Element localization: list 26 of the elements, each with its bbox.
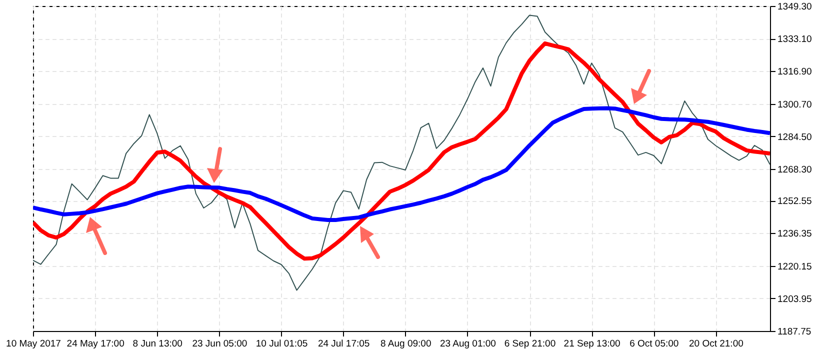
x-tick-label: 8 Jun 13:00 bbox=[132, 338, 182, 350]
x-tick-label: 10 Jul 01:05 bbox=[256, 338, 308, 350]
y-tick-label: 1203.95 bbox=[778, 294, 812, 305]
y-tick-label: 1300.70 bbox=[778, 99, 812, 110]
y-tick-label: 1220.15 bbox=[778, 261, 812, 272]
line-series bbox=[33, 14, 770, 291]
y-tick-label: 1268.30 bbox=[778, 164, 812, 176]
x-tick-label: 23 Aug 01:00 bbox=[440, 338, 496, 350]
y-tick-label: 1316.90 bbox=[778, 66, 812, 78]
y-tick-label: 1252.55 bbox=[778, 196, 812, 208]
line-series bbox=[33, 41, 770, 261]
x-tick-label: 21 Sep 13:00 bbox=[564, 338, 620, 350]
x-tick-label: 23 Jun 05:00 bbox=[192, 338, 248, 350]
y-tick-label: 1349.30 bbox=[778, 2, 812, 12]
y-tick-label: 1236.35 bbox=[778, 228, 812, 240]
x-tick-label: 24 Jul 17:05 bbox=[318, 338, 370, 350]
x-tick-label: 24 May 17:00 bbox=[66, 338, 124, 350]
y-tick-label: 1187.75 bbox=[778, 326, 812, 338]
x-tick-label: 20 Oct 21:00 bbox=[688, 338, 744, 350]
y-tick-label: 1333.10 bbox=[778, 34, 812, 46]
x-tick-label: 8 Aug 09:00 bbox=[380, 338, 432, 350]
line-series bbox=[33, 106, 770, 222]
x-tick-label: 10 May 2017 bbox=[6, 338, 61, 350]
y-tick-label: 1284.50 bbox=[778, 132, 812, 143]
x-tick-label: 6 Oct 05:00 bbox=[630, 338, 679, 350]
x-tick-label: 6 Sep 21:00 bbox=[504, 338, 556, 350]
